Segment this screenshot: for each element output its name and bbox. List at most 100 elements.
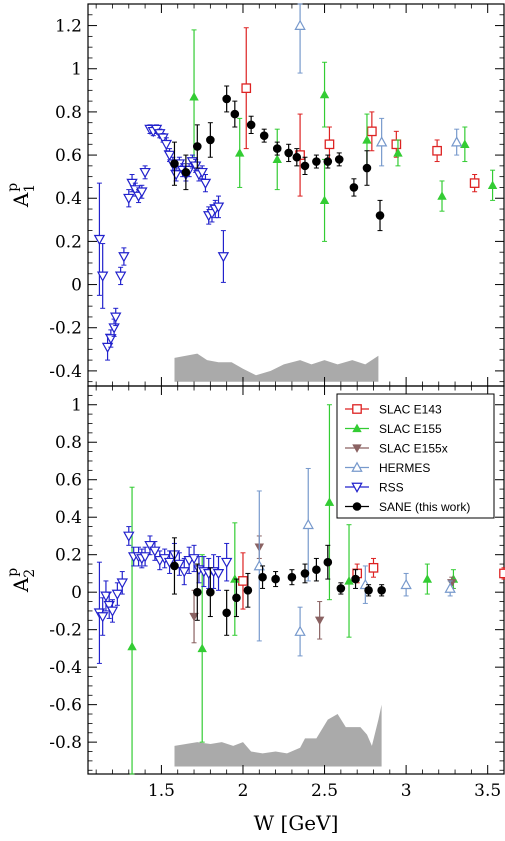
x-tick-label: 2.5 xyxy=(311,781,338,801)
series-slac-e155 xyxy=(189,29,498,242)
data-point xyxy=(367,126,377,137)
data-point xyxy=(294,625,306,636)
data-point xyxy=(170,170,182,181)
data-point xyxy=(259,131,269,140)
data-point xyxy=(193,587,202,597)
data-point xyxy=(422,574,433,583)
data-point xyxy=(287,572,297,582)
legend-marker xyxy=(352,444,362,453)
data-point xyxy=(114,271,127,282)
data-point xyxy=(271,574,280,584)
data-point xyxy=(212,569,225,580)
systematic-band xyxy=(174,353,379,382)
data-point xyxy=(314,616,325,626)
data-point xyxy=(377,586,386,595)
y-tick-label: 0.6 xyxy=(55,146,82,166)
legend-marker xyxy=(352,502,362,511)
data-point xyxy=(375,211,385,220)
data-point xyxy=(312,565,321,574)
data-point xyxy=(400,578,412,590)
data-point xyxy=(103,600,115,612)
data-point xyxy=(170,159,179,169)
data-point xyxy=(206,587,215,597)
plot-frame xyxy=(87,385,505,775)
data-point xyxy=(368,562,379,573)
data-point xyxy=(232,593,241,603)
data-point xyxy=(123,193,135,205)
data-point xyxy=(189,161,202,172)
y-tick-label: 1.2 xyxy=(55,17,82,37)
data-point xyxy=(362,163,372,173)
data-point xyxy=(197,643,207,653)
series-sane-this-work xyxy=(170,537,386,636)
data-point xyxy=(393,148,403,157)
data-point xyxy=(222,94,231,104)
y-tick-label: 0.8 xyxy=(55,103,82,123)
data-point xyxy=(312,157,321,166)
y-tick-label: 0.2 xyxy=(55,232,82,252)
series-rss xyxy=(93,124,230,361)
data-point xyxy=(336,584,346,593)
y-tick-label: 0 xyxy=(71,276,82,296)
data-point xyxy=(96,612,109,623)
data-point xyxy=(302,518,314,530)
data-point xyxy=(217,252,230,263)
data-point xyxy=(123,531,135,542)
data-point xyxy=(100,591,112,602)
data-point xyxy=(375,136,388,147)
y-tick-label: -0.6 xyxy=(49,696,82,716)
data-point xyxy=(364,586,373,595)
data-point xyxy=(181,168,191,177)
x-tick-label: 3 xyxy=(401,781,412,801)
data-point xyxy=(444,582,456,593)
data-point xyxy=(212,202,225,213)
panel-a2p: -0.8 -0.6 -0.4 -0.2 0 0.2 0.4 0.6 0.8 1 1.5 2 2.5 3 3.… xyxy=(5,385,505,835)
y-tick-label: -0.2 xyxy=(49,319,82,339)
data-point xyxy=(93,234,106,246)
y-tick-label: -0.4 xyxy=(49,362,82,382)
data-point xyxy=(106,606,119,617)
legend-label: RSS xyxy=(379,481,404,495)
data-point xyxy=(188,554,200,565)
data-point xyxy=(246,120,256,130)
series-hermes xyxy=(294,3,463,167)
y-tick-label: -0.4 xyxy=(49,658,82,678)
data-point xyxy=(127,641,137,651)
data-point xyxy=(334,155,344,164)
data-point xyxy=(284,148,293,158)
data-point xyxy=(450,136,463,147)
data-point xyxy=(292,152,302,162)
data-point xyxy=(144,540,156,552)
x-tick-label: 3.5 xyxy=(474,781,501,801)
series-slac-e155x xyxy=(189,535,457,644)
data-point xyxy=(222,608,231,618)
legend-marker xyxy=(352,404,362,414)
y-tick-label: 0 xyxy=(71,583,82,603)
legend: SLAC E143 SLAC E155 SLAC E155x HERMES RSS SAN… xyxy=(336,393,495,519)
data-point xyxy=(160,139,173,151)
data-point xyxy=(272,144,282,153)
data-point xyxy=(149,546,161,557)
panel-a1p: -0.4 -0.2 0 0.2 0.4 0.6 0.8 1 1.2 A1p xyxy=(5,3,505,387)
legend-label: SANE (this work) xyxy=(379,500,470,514)
legend-marker xyxy=(351,461,363,472)
data-point xyxy=(96,271,109,282)
data-point xyxy=(437,191,447,200)
data-point xyxy=(193,142,202,151)
data-point xyxy=(243,586,253,595)
data-point xyxy=(294,19,306,30)
data-point xyxy=(300,161,310,171)
data-point xyxy=(319,195,330,205)
series-slac-e143 xyxy=(238,552,505,610)
data-point xyxy=(344,576,354,585)
series-hermes xyxy=(253,467,456,657)
data-point xyxy=(163,150,176,162)
data-point xyxy=(189,612,199,622)
data-point xyxy=(116,578,128,589)
y-tick-label: -0.8 xyxy=(49,733,82,753)
data-point xyxy=(189,91,199,101)
data-point xyxy=(324,139,335,150)
data-point xyxy=(460,139,470,148)
y-tick-label: -0.2 xyxy=(49,621,82,641)
data-point xyxy=(323,157,333,166)
